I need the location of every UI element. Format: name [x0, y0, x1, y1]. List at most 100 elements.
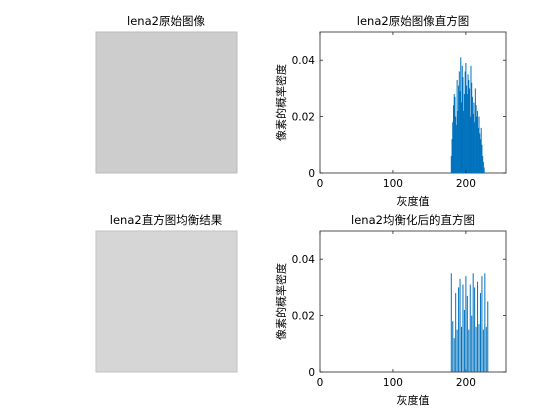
histogram-bar [467, 74, 469, 173]
histogram-bar [471, 82, 473, 173]
lena-equalized-image [96, 231, 237, 372]
x-axis-label: 灰度值 [397, 194, 430, 208]
histogram-bar [468, 329, 470, 372]
y-tick-label: 0.04 [292, 55, 316, 67]
histogram-bar [482, 329, 484, 372]
histogram-chart-2: lena2均衡化后的直方图 0 100 200 0 0.02 0.04 灰度值 像素的概率密度 [274, 213, 507, 407]
histogram-bar [465, 63, 467, 173]
histogram-bar [466, 85, 468, 173]
histogram-bar [463, 110, 465, 173]
histogram-bar [476, 116, 478, 173]
histogram-bar [450, 273, 452, 372]
histogram-bar [458, 71, 460, 173]
image-panel-equalized: lena2直方图均衡结果 [95, 213, 238, 373]
histogram-bar [480, 127, 482, 173]
histogram-bar [468, 79, 470, 173]
histogram-bar [470, 65, 472, 173]
histogram-bar [455, 116, 457, 173]
histogram-bar [471, 96, 473, 173]
x-tick-label: 100 [383, 178, 403, 190]
histogram-bar [478, 116, 480, 173]
histogram-bar [460, 57, 462, 173]
x-tick-label: 100 [383, 377, 403, 389]
image-title-equalized: lena2直方图均衡结果 [110, 213, 223, 227]
histogram-bar [487, 301, 489, 372]
y-axis-label: 像素的概率密度 [274, 263, 288, 340]
axes-box [319, 230, 507, 373]
histogram-bar [454, 96, 456, 173]
histogram-bar [461, 326, 463, 372]
histogram-bar [456, 329, 458, 372]
histogram-bar [481, 276, 483, 372]
x-axis-label: 灰度值 [397, 393, 430, 407]
histogram-bar [475, 105, 477, 173]
histogram-bar [453, 338, 455, 372]
histogram-bar [482, 156, 484, 173]
histogram-bar [469, 284, 471, 372]
y-tick-label: 0.02 [292, 112, 315, 124]
histogram-bar [483, 167, 485, 173]
histogram-bar [472, 113, 474, 173]
histogram-bar [455, 125, 457, 173]
histogram-bar [452, 105, 454, 173]
x-tick-label: 200 [456, 178, 476, 190]
y-tick-label: 0 [308, 367, 315, 379]
y-axis-label: 像素的概率密度 [274, 64, 288, 141]
histogram-bar [474, 88, 476, 173]
histogram-bar [473, 102, 475, 173]
histogram-bar [477, 127, 479, 173]
y-tick-label: 0 [308, 168, 315, 180]
lena-equalized-image-border [95, 230, 238, 373]
histogram-bar [453, 94, 455, 173]
histogram-bar [465, 276, 467, 372]
histogram-bar [482, 161, 484, 173]
histogram-bar [485, 326, 487, 372]
image-panel-original: lena2原始图像 [95, 14, 238, 174]
histogram-bar [456, 79, 458, 173]
histogram-bar [464, 71, 466, 173]
histogram-bar [479, 133, 481, 173]
histogram-bar [474, 287, 476, 372]
y-tick-label: 0.04 [292, 254, 316, 266]
histogram-bar [469, 116, 471, 173]
histogram-bar [459, 278, 461, 372]
histogram-bar [458, 287, 460, 372]
histogram-bar [461, 102, 463, 173]
histogram-bar [466, 295, 468, 372]
histogram-bar [479, 293, 481, 372]
histogram-bar [475, 326, 477, 372]
histogram-bar [466, 94, 468, 173]
histogram-bar [463, 94, 465, 173]
image-title-original: lena2原始图像 [127, 14, 205, 28]
histogram-bar [452, 122, 454, 173]
histogram-bar [457, 110, 459, 173]
histogram-bar [462, 77, 464, 173]
histogram-bar [471, 315, 473, 372]
y-tick-label: 0.02 [292, 311, 315, 323]
chart-title: lena2原始图像直方图 [357, 14, 469, 28]
histogram-bar [481, 144, 483, 173]
histogram-bar [452, 321, 454, 372]
histogram-bar [479, 139, 481, 173]
histogram-bar [478, 324, 480, 372]
histogram-bar [472, 273, 474, 372]
histogram-bar [461, 65, 463, 173]
histogram-bar [455, 293, 457, 372]
lena-original-image-border [95, 31, 238, 174]
x-tick-label: 0 [317, 178, 324, 190]
chart-title: lena2均衡化后的直方图 [351, 213, 475, 227]
histogram-bar [474, 122, 476, 173]
histogram-bar [469, 88, 471, 173]
histogram-bar [462, 284, 464, 372]
histogram-bar [477, 281, 479, 372]
x-tick-label: 200 [456, 377, 476, 389]
histogram-bar [459, 91, 461, 173]
histogram-bar [477, 110, 479, 173]
histogram-chart-1: lena2原始图像直方图 0 100 200 0 0.02 0.04 灰度值 像素的概率密度 [274, 14, 507, 208]
histogram-bar [458, 85, 460, 173]
histogram-bar [484, 273, 486, 372]
x-tick-label: 0 [317, 377, 324, 389]
histogram-bar [450, 156, 452, 173]
